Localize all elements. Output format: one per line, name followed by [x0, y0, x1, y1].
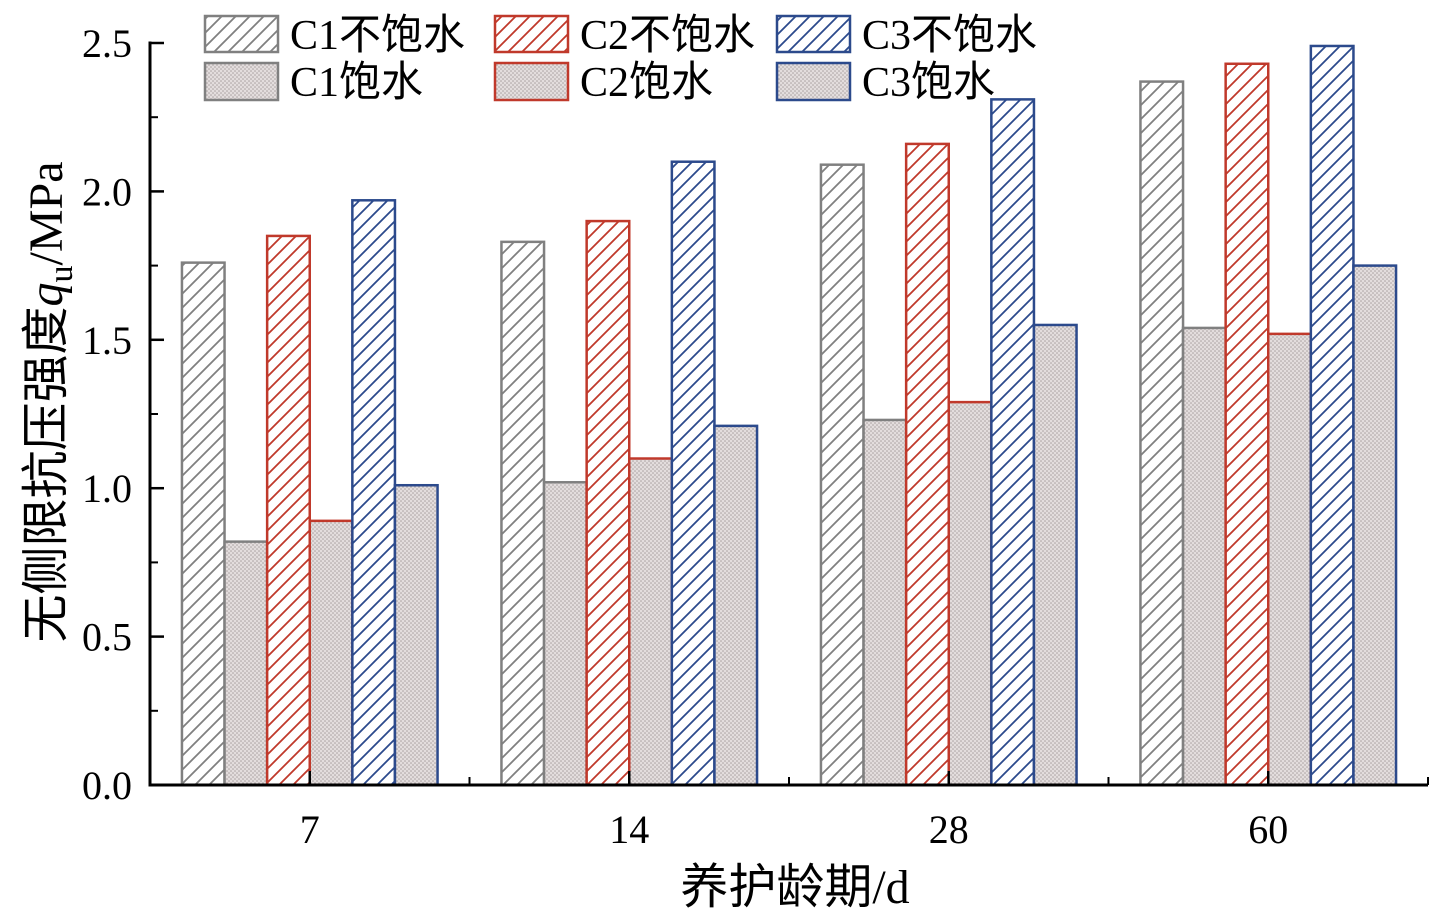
legend-item-c1-unsaturated: C1不饱水 — [203, 13, 465, 59]
legend-swatch-c3-saturated — [775, 61, 852, 102]
legend-swatch-c3-unsaturated — [775, 14, 852, 54]
legend-item-c3-saturated: C3饱水 — [775, 60, 995, 106]
bars-group — [180, 44, 1398, 787]
bar-series-5-age-7 — [351, 199, 397, 787]
y-axis-title: 无侧限抗压强度qu/MPa — [20, 161, 80, 642]
bar-series-3-age-14 — [585, 219, 631, 787]
x-tick-label-14: 14 — [609, 807, 649, 852]
x-tick-label-60: 60 — [1248, 807, 1288, 852]
bar-series-4-age-7 — [308, 519, 354, 787]
bar-series-6-age-7 — [393, 483, 439, 787]
legend-item-c2-unsaturated: C2不饱水 — [493, 13, 755, 59]
legend-item-c3-unsaturated: C3不饱水 — [775, 13, 1037, 59]
x-axis-ticks: 7 14 28 60 — [300, 771, 1429, 852]
legend-label-c3-saturated: C3饱水 — [862, 60, 995, 106]
y-axis-ticks: 0.0 0.5 1.0 1.5 2.0 2.5 — [82, 21, 164, 808]
x-axis-title: 养护龄期/d — [680, 861, 909, 914]
bar-series-4-age-60 — [1267, 332, 1313, 787]
y-axis-title-text: 无侧限抗压强度 — [20, 307, 73, 643]
x-tick-label-7: 7 — [300, 807, 320, 852]
legend-item-c1-saturated: C1饱水 — [203, 60, 423, 106]
y-tick-label-5: 2.0 — [82, 169, 132, 214]
y-axis-title-unit: /MPa — [20, 161, 73, 265]
bar-series-3-age-7 — [265, 234, 311, 787]
bar-series-1-age-60 — [1139, 80, 1185, 787]
legend: C1不饱水 C2不饱水 C3不饱水 C1饱水 C2饱水 C3饱水 — [203, 13, 1037, 106]
y-tick-label-6: 2.5 — [82, 21, 132, 66]
legend-swatch-c1-saturated — [203, 61, 280, 102]
bar-series-2-age-7 — [223, 540, 269, 787]
bar-series-1-age-7 — [180, 261, 226, 787]
bar-series-2-age-28 — [862, 418, 908, 787]
bar-series-5-age-14 — [670, 160, 716, 787]
x-tick-label-28: 28 — [929, 807, 969, 852]
bar-series-5-age-28 — [990, 98, 1036, 787]
bar-series-5-age-60 — [1309, 44, 1355, 787]
bar-series-2-age-60 — [1181, 326, 1227, 787]
bar-series-4-age-28 — [947, 400, 993, 787]
legend-label-c3-unsaturated: C3不饱水 — [862, 13, 1037, 59]
y-tick-label-3: 1.0 — [82, 466, 132, 511]
legend-label-c2-unsaturated: C2不饱水 — [580, 13, 755, 59]
bar-series-6-age-60 — [1352, 264, 1398, 787]
y-tick-label-4: 1.5 — [82, 318, 132, 363]
bar-series-6-age-14 — [713, 424, 759, 787]
legend-swatch-c2-unsaturated — [493, 14, 570, 54]
legend-item-c2-saturated: C2饱水 — [493, 60, 713, 106]
legend-swatch-c1-unsaturated — [203, 14, 280, 54]
bar-series-3-age-28 — [904, 142, 951, 787]
bar-series-6-age-28 — [1032, 323, 1078, 787]
y-axis-title-subscript: u — [43, 266, 80, 283]
legend-swatch-c2-saturated — [493, 61, 570, 102]
bar-series-2-age-14 — [542, 481, 588, 787]
bar-series-1-age-28 — [819, 163, 865, 787]
bar-series-4-age-14 — [628, 457, 674, 787]
legend-label-c1-saturated: C1饱水 — [290, 60, 423, 106]
legend-label-c1-unsaturated: C1不饱水 — [290, 13, 465, 59]
y-tick-label-2: 0.5 — [82, 615, 132, 660]
bar-series-1-age-14 — [500, 240, 546, 787]
bar-series-3-age-60 — [1224, 62, 1270, 787]
y-axis-title-symbol: q — [20, 283, 73, 307]
y-tick-label-1: 0.0 — [82, 763, 132, 808]
legend-label-c2-saturated: C2饱水 — [580, 60, 713, 106]
